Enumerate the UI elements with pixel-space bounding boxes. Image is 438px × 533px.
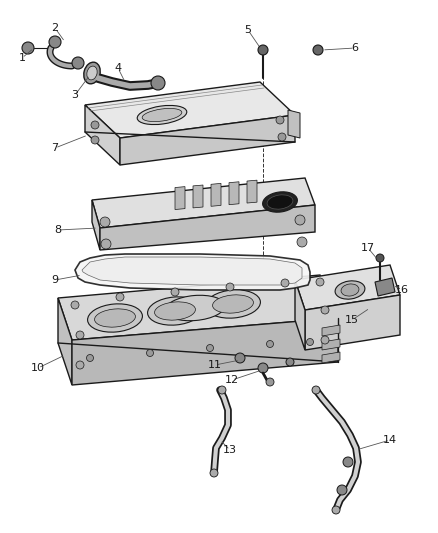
Polygon shape bbox=[72, 318, 338, 385]
Circle shape bbox=[101, 239, 111, 249]
Circle shape bbox=[86, 354, 93, 361]
Text: 7: 7 bbox=[51, 143, 59, 153]
Text: 10: 10 bbox=[31, 363, 45, 373]
Polygon shape bbox=[305, 295, 400, 350]
Polygon shape bbox=[175, 187, 185, 209]
Circle shape bbox=[151, 76, 165, 90]
Circle shape bbox=[295, 215, 305, 225]
Circle shape bbox=[91, 136, 99, 144]
Text: 3: 3 bbox=[71, 90, 78, 100]
Circle shape bbox=[307, 338, 314, 345]
Circle shape bbox=[171, 288, 179, 296]
Circle shape bbox=[337, 485, 347, 495]
Circle shape bbox=[218, 386, 226, 394]
Polygon shape bbox=[120, 115, 295, 165]
Ellipse shape bbox=[341, 284, 359, 296]
Polygon shape bbox=[92, 178, 315, 228]
Circle shape bbox=[100, 217, 110, 227]
Text: 13: 13 bbox=[223, 445, 237, 455]
Ellipse shape bbox=[165, 295, 225, 321]
Circle shape bbox=[235, 353, 245, 363]
Circle shape bbox=[376, 254, 384, 262]
Ellipse shape bbox=[155, 302, 195, 320]
Circle shape bbox=[206, 344, 213, 351]
Circle shape bbox=[71, 301, 79, 309]
Text: 17: 17 bbox=[361, 243, 375, 253]
Circle shape bbox=[332, 506, 340, 514]
Circle shape bbox=[313, 45, 323, 55]
Ellipse shape bbox=[88, 304, 142, 332]
Circle shape bbox=[286, 358, 294, 366]
Circle shape bbox=[343, 457, 353, 467]
Text: 5: 5 bbox=[244, 25, 251, 35]
Polygon shape bbox=[247, 180, 257, 203]
Polygon shape bbox=[58, 298, 72, 385]
Ellipse shape bbox=[95, 309, 135, 327]
Polygon shape bbox=[193, 185, 203, 208]
Ellipse shape bbox=[335, 281, 365, 299]
Circle shape bbox=[22, 42, 34, 54]
Polygon shape bbox=[75, 254, 310, 290]
Circle shape bbox=[258, 45, 268, 55]
Text: 8: 8 bbox=[54, 225, 62, 235]
Polygon shape bbox=[322, 352, 340, 363]
Circle shape bbox=[266, 341, 273, 348]
Text: 14: 14 bbox=[383, 435, 397, 445]
Circle shape bbox=[278, 133, 286, 141]
Polygon shape bbox=[322, 325, 340, 336]
Circle shape bbox=[297, 237, 307, 247]
Ellipse shape bbox=[212, 295, 254, 313]
Polygon shape bbox=[322, 339, 340, 350]
Circle shape bbox=[316, 278, 324, 286]
Text: 11: 11 bbox=[208, 360, 222, 370]
Ellipse shape bbox=[87, 66, 97, 80]
Circle shape bbox=[49, 36, 61, 48]
Polygon shape bbox=[100, 205, 315, 250]
Polygon shape bbox=[375, 278, 395, 296]
Circle shape bbox=[312, 386, 320, 394]
Ellipse shape bbox=[263, 192, 297, 212]
Circle shape bbox=[72, 57, 84, 69]
Polygon shape bbox=[211, 183, 221, 206]
Ellipse shape bbox=[205, 290, 261, 318]
Circle shape bbox=[321, 336, 329, 344]
Polygon shape bbox=[58, 275, 338, 340]
Circle shape bbox=[146, 350, 153, 357]
Text: 6: 6 bbox=[352, 43, 358, 53]
Polygon shape bbox=[85, 82, 295, 138]
Polygon shape bbox=[85, 105, 120, 165]
Circle shape bbox=[116, 293, 124, 301]
Circle shape bbox=[210, 469, 218, 477]
Circle shape bbox=[76, 361, 84, 369]
Ellipse shape bbox=[267, 195, 293, 209]
Ellipse shape bbox=[84, 62, 100, 84]
Text: 2: 2 bbox=[51, 23, 59, 33]
Polygon shape bbox=[288, 110, 300, 138]
Ellipse shape bbox=[137, 106, 187, 125]
Text: 4: 4 bbox=[114, 63, 122, 73]
Polygon shape bbox=[295, 280, 305, 350]
Circle shape bbox=[281, 279, 289, 287]
Text: 12: 12 bbox=[225, 375, 239, 385]
Text: 16: 16 bbox=[395, 285, 409, 295]
Circle shape bbox=[266, 378, 274, 386]
Circle shape bbox=[91, 121, 99, 129]
Circle shape bbox=[226, 283, 234, 291]
Ellipse shape bbox=[148, 297, 202, 325]
Circle shape bbox=[258, 363, 268, 373]
Polygon shape bbox=[92, 200, 100, 250]
Circle shape bbox=[276, 116, 284, 124]
Ellipse shape bbox=[142, 108, 182, 122]
Circle shape bbox=[76, 331, 84, 339]
Circle shape bbox=[321, 306, 329, 314]
Polygon shape bbox=[229, 182, 239, 205]
Text: 1: 1 bbox=[18, 53, 25, 63]
Polygon shape bbox=[295, 265, 400, 310]
Text: 9: 9 bbox=[51, 275, 59, 285]
Polygon shape bbox=[82, 257, 302, 285]
Text: 15: 15 bbox=[345, 315, 359, 325]
